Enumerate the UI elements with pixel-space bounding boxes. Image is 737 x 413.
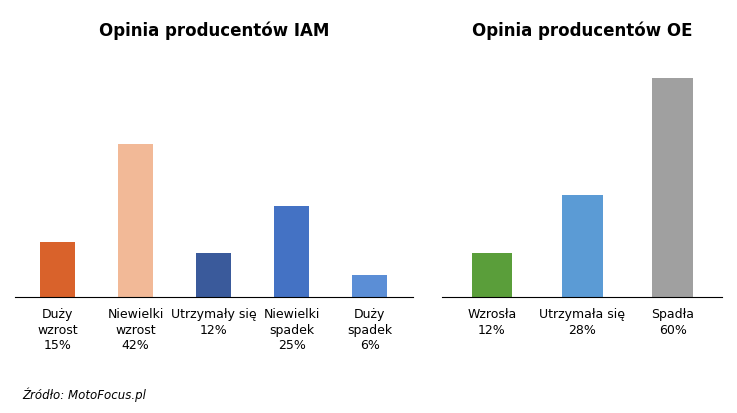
Text: Utrzymała się
28%: Utrzymała się 28% — [539, 307, 625, 336]
Text: Duży
wzrost
15%: Duży wzrost 15% — [38, 307, 78, 351]
Text: Utrzymały się
12%: Utrzymały się 12% — [171, 307, 256, 336]
Text: Niewielki
wzrost
42%: Niewielki wzrost 42% — [108, 307, 164, 351]
Bar — [40, 243, 75, 297]
Title: Opinia producentów OE: Opinia producentów OE — [472, 21, 693, 40]
Bar — [352, 275, 388, 297]
Title: Opinia producentów IAM: Opinia producentów IAM — [99, 21, 329, 40]
Bar — [562, 195, 603, 297]
Text: Duży
spadek
6%: Duży spadek 6% — [347, 307, 392, 351]
Bar — [472, 254, 512, 297]
Bar — [652, 79, 693, 297]
Bar — [196, 254, 231, 297]
Bar — [274, 206, 310, 297]
Text: Źródło: MotoFocus.pl: Źródło: MotoFocus.pl — [22, 386, 146, 401]
Text: Spadła
60%: Spadła 60% — [651, 307, 694, 336]
Text: Wzrosła
12%: Wzrosła 12% — [467, 307, 517, 336]
Text: Niewielki
spadek
25%: Niewielki spadek 25% — [264, 307, 320, 351]
Bar — [118, 144, 153, 297]
